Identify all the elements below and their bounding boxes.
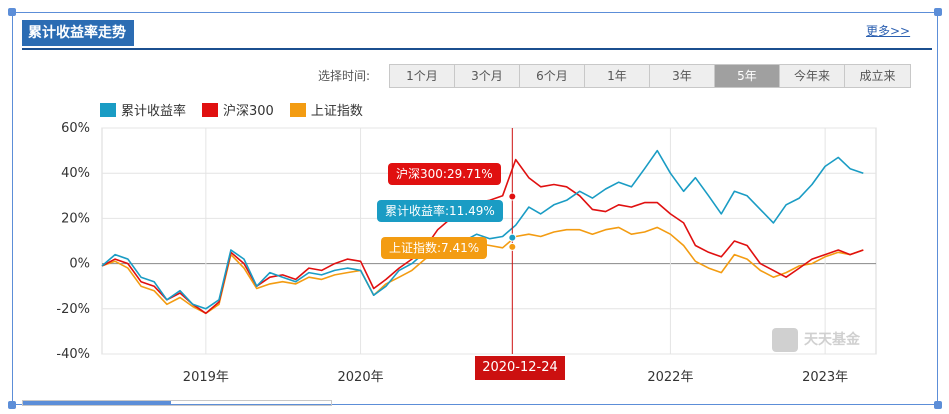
tooltip-hs300: 沪深300:29.71% bbox=[388, 163, 501, 185]
tab-5-years[interactable]: 5年 bbox=[715, 65, 780, 87]
legend-swatch-hs300 bbox=[202, 102, 219, 117]
x-tick-label: 2022年 bbox=[647, 370, 693, 385]
tab-since-inception[interactable]: 成立来 bbox=[845, 65, 910, 87]
time-range-tabs: 1个月 3个月 6个月 1年 3年 5年 今年来 成立来 bbox=[389, 64, 911, 88]
legend-label-cum: 累计收益率 bbox=[121, 104, 187, 119]
resize-handle-bottom-left[interactable] bbox=[8, 401, 16, 409]
y-axis-ticks: 60% 40% 20% 0% -20% -40% bbox=[56, 121, 90, 362]
legend-swatch-cum bbox=[100, 102, 116, 117]
legend-item-sz[interactable]: 上证指数 bbox=[289, 100, 363, 119]
chart-legend: 累计收益率 沪深300 上证指数 bbox=[100, 100, 379, 119]
plot-area bbox=[101, 127, 877, 355]
more-link[interactable]: 更多>> bbox=[866, 24, 911, 38]
selection-border bbox=[12, 12, 938, 405]
x-tick-label: 2023年 bbox=[802, 370, 848, 385]
legend-item-hs300[interactable]: 沪深300 bbox=[202, 100, 274, 119]
tab-1-year[interactable]: 1年 bbox=[585, 65, 650, 87]
x-axis-ticks: 2019年 2020年 2022年 2023年 bbox=[183, 370, 848, 385]
tab-3-years[interactable]: 3年 bbox=[650, 65, 715, 87]
time-selector-label: 选择时间: bbox=[318, 69, 371, 83]
tab-1-month[interactable]: 1个月 bbox=[390, 65, 455, 87]
legend-item-cum[interactable]: 累计收益率 bbox=[100, 100, 186, 119]
y-tick-label: -40% bbox=[56, 347, 90, 362]
marker-sz bbox=[508, 242, 517, 251]
marker-hs300 bbox=[508, 192, 517, 201]
series-line-cum bbox=[101, 149, 864, 310]
chart-grid bbox=[101, 127, 877, 355]
resize-handle-top-left[interactable] bbox=[8, 8, 16, 16]
x-tick-label: 2020年 bbox=[338, 370, 384, 385]
crosshair-date-badge: 2020-12-24 bbox=[475, 356, 565, 380]
horizontal-scrollbar[interactable] bbox=[22, 400, 332, 406]
panel-title: 累计收益率走势 bbox=[22, 20, 134, 46]
watermark-text: 天天基金 bbox=[804, 331, 861, 348]
crosshair bbox=[508, 128, 517, 354]
y-tick-label: 20% bbox=[61, 211, 90, 226]
tab-3-months[interactable]: 3个月 bbox=[455, 65, 520, 87]
tab-6-months[interactable]: 6个月 bbox=[520, 65, 585, 87]
legend-label-hs300: 沪深300 bbox=[223, 104, 274, 119]
marker-cum bbox=[508, 233, 517, 242]
watermark-logo: 天天基金 bbox=[772, 328, 861, 352]
tooltip-cum: 累计收益率:11.49% bbox=[377, 200, 503, 222]
title-divider bbox=[22, 48, 932, 50]
y-tick-label: 0% bbox=[69, 257, 90, 272]
scrollbar-thumb[interactable] bbox=[23, 401, 171, 405]
tooltip-sz: 上证指数:7.41% bbox=[381, 237, 488, 259]
y-tick-label: 40% bbox=[61, 166, 90, 181]
x-tick-label: 2019年 bbox=[183, 370, 229, 385]
watermark-badge bbox=[772, 328, 798, 352]
legend-label-sz: 上证指数 bbox=[310, 104, 363, 119]
y-tick-label: 60% bbox=[61, 121, 90, 136]
resize-handle-bottom-right[interactable] bbox=[934, 401, 942, 409]
tab-ytd[interactable]: 今年来 bbox=[780, 65, 845, 87]
y-tick-label: -20% bbox=[56, 302, 90, 317]
resize-handle-top-right[interactable] bbox=[934, 8, 942, 16]
legend-swatch-sz bbox=[289, 102, 306, 117]
